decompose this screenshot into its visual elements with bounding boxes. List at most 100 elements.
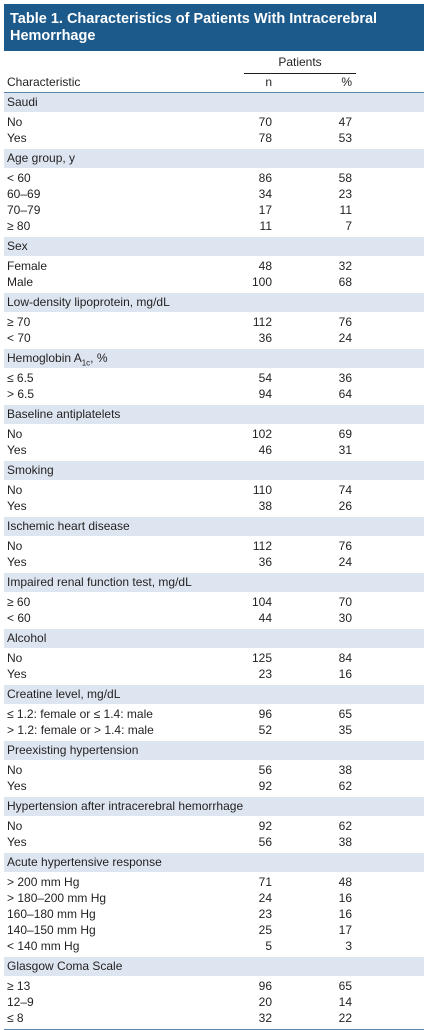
row-count: 52 [258, 723, 272, 737]
row-percent: 11 [339, 203, 352, 217]
row-label: 70–79 [7, 203, 41, 217]
table-group: Sex Female 48 32 Male 100 68 [4, 237, 424, 293]
row-count: 36 [258, 331, 272, 345]
row-count: 25 [258, 923, 272, 937]
group-heading: Smoking [4, 461, 424, 480]
table-group: Smoking No 110 74 Yes 38 26 [4, 461, 424, 517]
table-group: Baseline antiplatelets No 102 69 Yes 46 31 [4, 405, 424, 461]
row-label: ≥ 60 [7, 595, 31, 609]
table-header: Patients Characteristic n % [4, 55, 424, 93]
row-percent: 74 [338, 483, 352, 497]
group-heading: Glasgow Coma Scale [4, 957, 424, 976]
row-label: Yes [7, 667, 27, 681]
table-row: ≥ 13 96 65 [4, 978, 424, 994]
row-label: No [7, 819, 23, 833]
row-percent: 62 [338, 819, 352, 833]
group-heading: Sex [4, 237, 424, 256]
table-group: Saudi No 70 47 Yes 78 53 [4, 93, 424, 149]
row-label: ≥ 80 [7, 219, 31, 233]
row-count: 70 [258, 115, 272, 129]
row-count: 104 [251, 595, 272, 609]
row-count: 94 [258, 387, 272, 401]
table-row: 160–180 mm Hg 23 16 [4, 906, 424, 922]
patients-header: Patients [278, 55, 322, 69]
row-percent: 36 [338, 371, 352, 385]
group-heading: Impaired renal function test, mg/dL [4, 573, 424, 592]
table-group: Impaired renal function test, mg/dL ≥ 60 1… [4, 573, 424, 629]
row-percent: 76 [338, 539, 352, 553]
percent-header: % [341, 75, 352, 89]
row-percent: 62 [338, 779, 352, 793]
group-heading: Hemoglobin A1c, % [4, 349, 424, 368]
row-count: 56 [258, 835, 272, 849]
row-percent: 22 [338, 1011, 352, 1025]
row-percent: 48 [338, 875, 352, 889]
row-count: 100 [251, 275, 272, 289]
table-row: > 200 mm Hg 71 48 [4, 874, 424, 890]
row-label: Yes [7, 779, 27, 793]
table-row: ≥ 60 104 70 [4, 594, 424, 610]
row-count: 71 [258, 875, 272, 889]
row-percent: 7 [345, 219, 352, 233]
row-percent: 65 [338, 979, 352, 993]
table-row: ≤ 8 32 22 [4, 1010, 424, 1026]
row-count: 24 [258, 891, 272, 905]
row-count: 17 [258, 203, 272, 217]
row-label: ≥ 13 [7, 979, 31, 993]
row-label: Yes [7, 835, 27, 849]
row-count: 5 [265, 939, 272, 953]
table-row: Yes 38 26 [4, 498, 424, 514]
row-label: ≤ 8 [7, 1011, 24, 1025]
row-count: 112 [252, 539, 272, 553]
table-row: > 1.2: female or > 1.4: male 52 35 [4, 722, 424, 738]
row-label: 160–180 mm Hg [7, 907, 96, 921]
table-row: Yes 92 62 [4, 778, 424, 794]
row-count: 96 [258, 707, 272, 721]
table-row: No 112 76 [4, 538, 424, 554]
table-group: Creatine level, mg/dL ≤ 1.2: female or ≤ … [4, 685, 424, 741]
row-percent: 16 [338, 891, 352, 905]
table-row: Yes 46 31 [4, 442, 424, 458]
group-heading: Hypertension after intracerebral hemorrh… [4, 797, 424, 816]
row-count: 92 [258, 779, 272, 793]
row-count: 23 [258, 907, 272, 921]
patients-rule [244, 73, 356, 74]
row-label: ≤ 6.5 [7, 371, 34, 385]
table-row: Male 100 68 [4, 274, 424, 290]
row-percent: 26 [338, 499, 352, 513]
row-percent: 24 [338, 555, 352, 569]
row-percent: 53 [338, 131, 352, 145]
row-count: 32 [258, 1011, 272, 1025]
table-row: 60–69 34 23 [4, 186, 424, 202]
row-count: 36 [258, 555, 272, 569]
row-percent: 35 [338, 723, 352, 737]
row-count: 96 [258, 979, 272, 993]
group-heading: Ischemic heart disease [4, 517, 424, 536]
row-count: 78 [258, 131, 272, 145]
table-row: 70–79 17 11 [4, 202, 424, 218]
row-percent: 14 [338, 995, 352, 1009]
row-percent: 70 [338, 595, 352, 609]
group-heading: Low-density lipoprotein, mg/dL [4, 293, 424, 312]
table-row: Yes 23 16 [4, 666, 424, 682]
row-count: 11 [259, 219, 272, 233]
row-percent: 58 [338, 171, 352, 185]
table-body: Saudi No 70 47 Yes 78 53 Age group, y < 60 86 58 60… [4, 93, 424, 1030]
row-count: 44 [258, 611, 272, 625]
table-group: Glasgow Coma Scale ≥ 13 96 65 12–9 20 14 ≤ 8 32 2… [4, 957, 424, 1029]
row-label: Yes [7, 499, 27, 513]
row-percent: 30 [338, 611, 352, 625]
row-percent: 38 [338, 835, 352, 849]
row-count: 38 [258, 499, 272, 513]
row-label: No [7, 115, 23, 129]
group-heading: Baseline antiplatelets [4, 405, 424, 424]
table-row: No 56 38 [4, 762, 424, 778]
table-group: Low-density lipoprotein, mg/dL ≥ 70 112 76 <… [4, 293, 424, 349]
row-label: > 1.2: female or > 1.4: male [7, 723, 154, 737]
table-row: Yes 78 53 [4, 130, 424, 146]
row-percent: 24 [338, 331, 352, 345]
table-row: No 102 69 [4, 426, 424, 442]
row-percent: 68 [338, 275, 352, 289]
characteristic-header: Characteristic [7, 75, 81, 89]
row-count: 20 [258, 995, 272, 1009]
